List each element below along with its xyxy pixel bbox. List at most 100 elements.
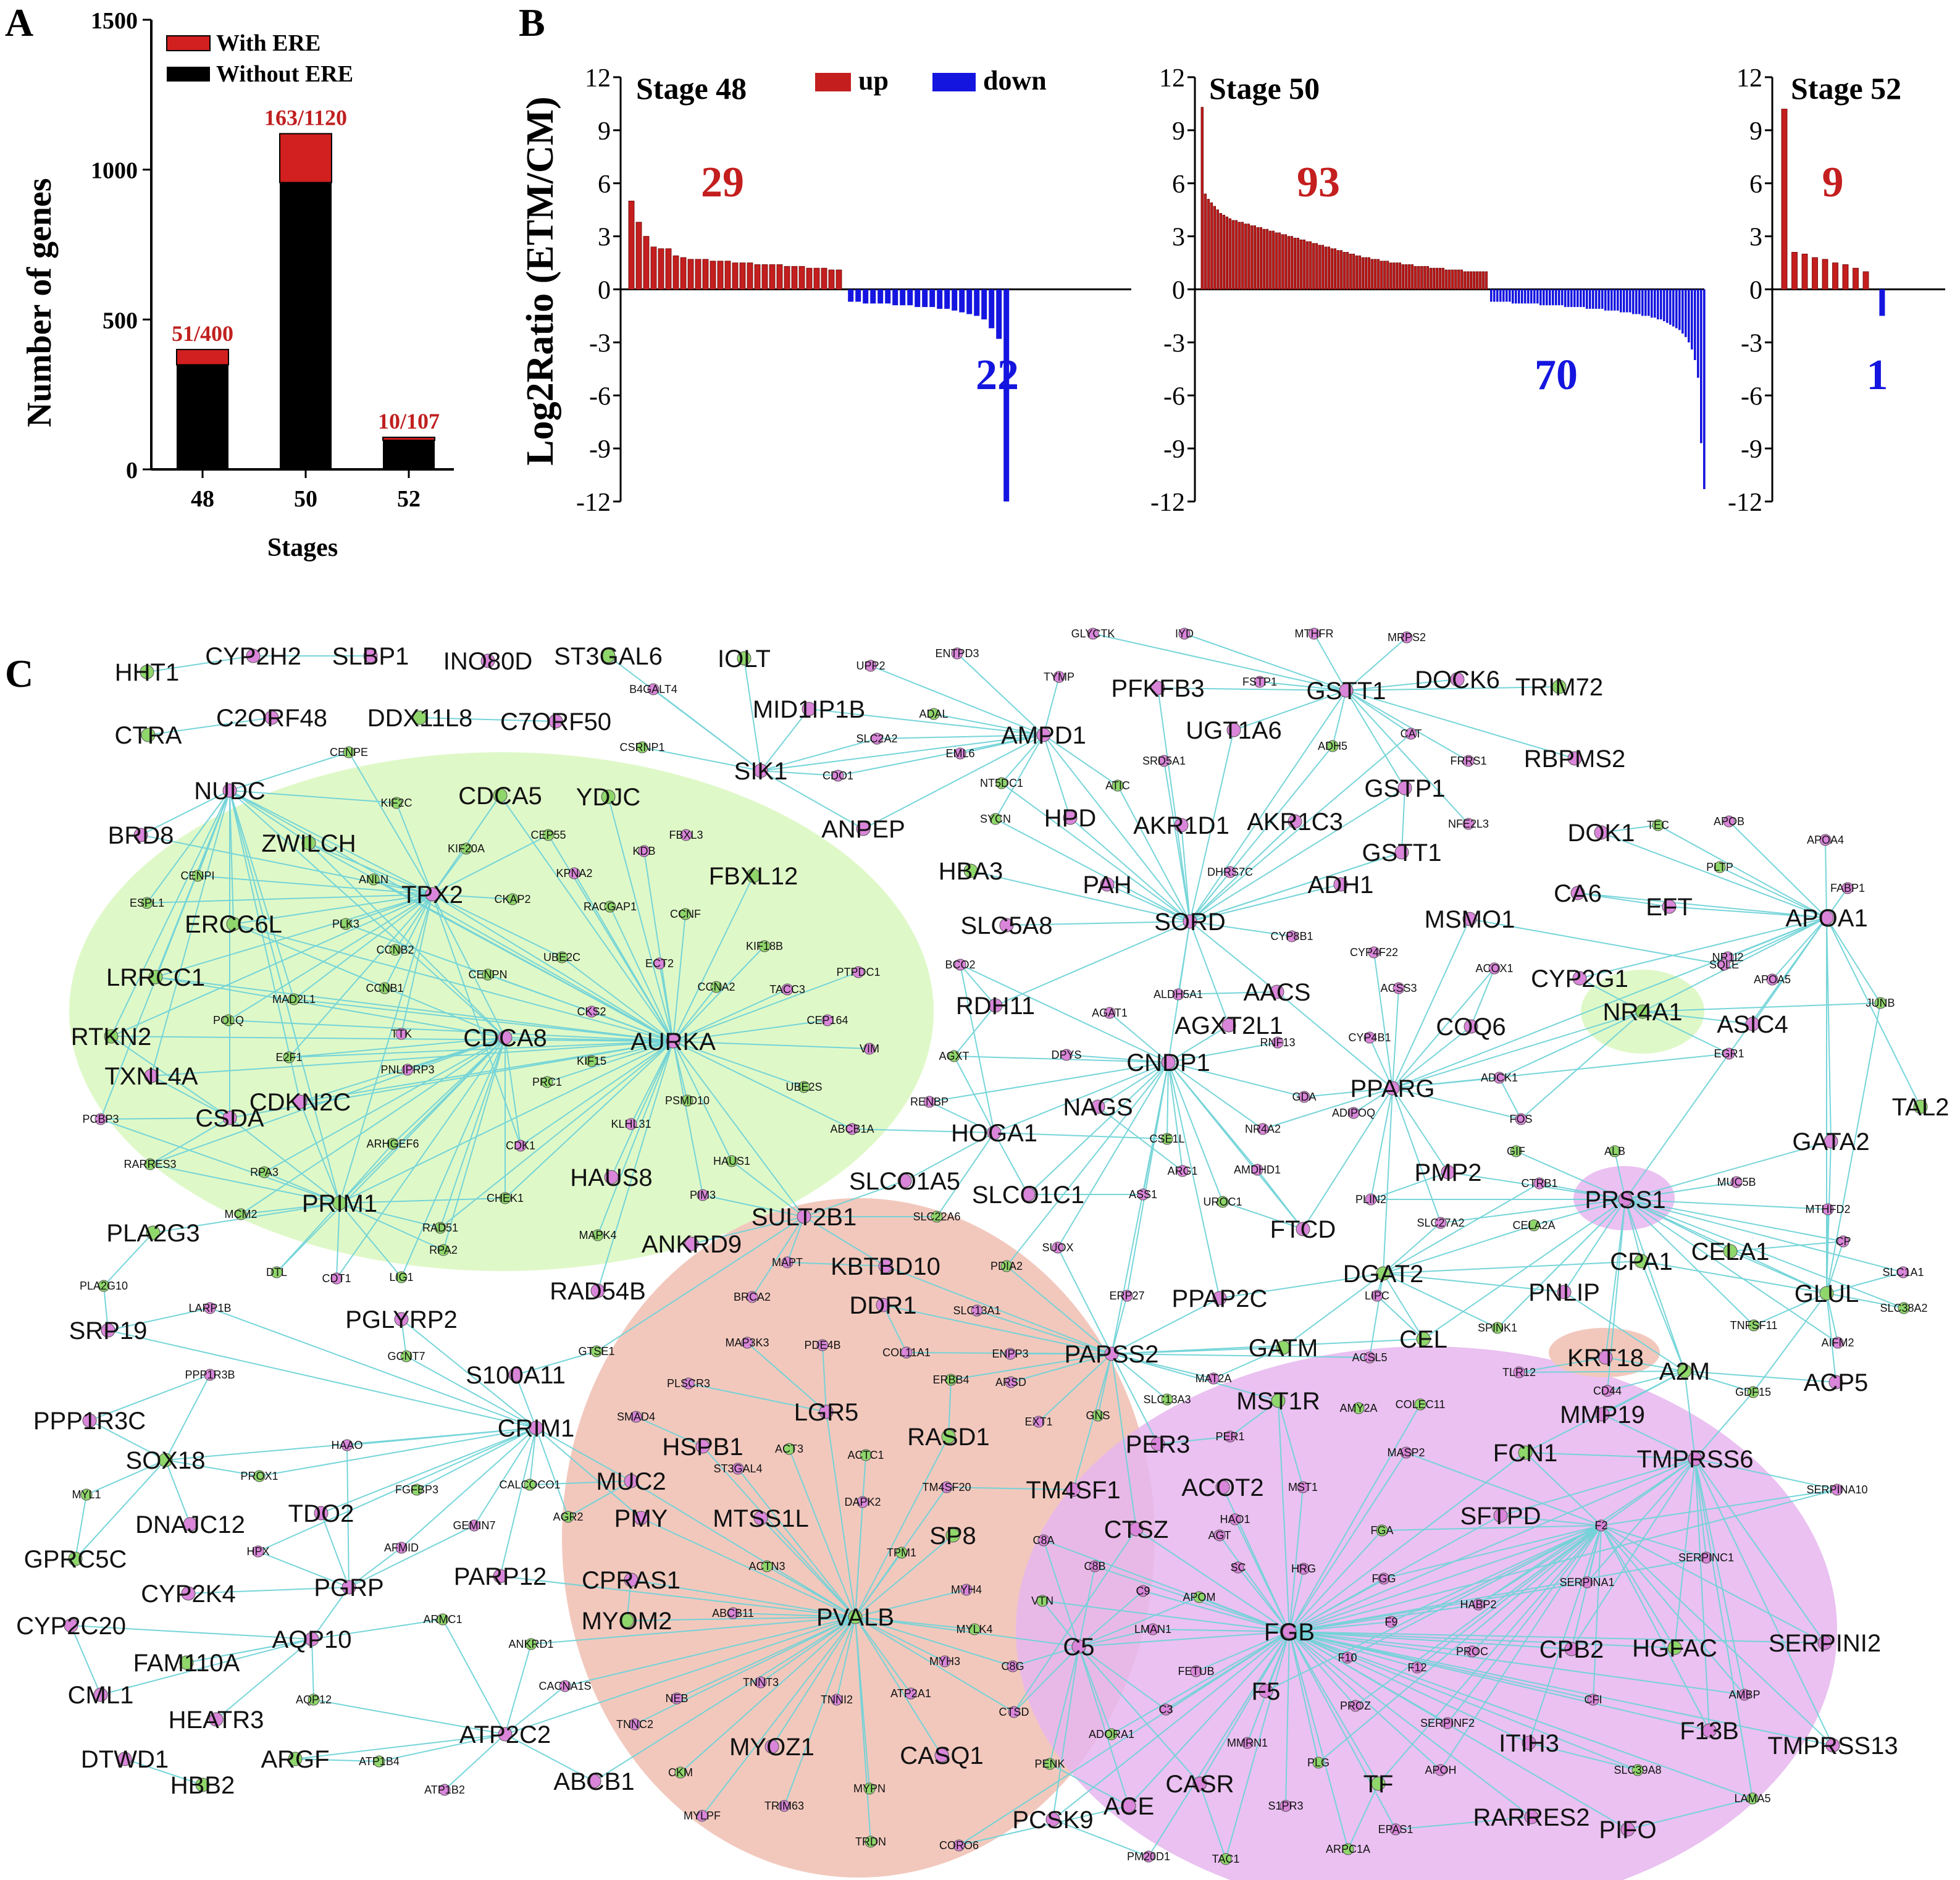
gene-label: ACSL5 <box>1352 1351 1387 1364</box>
network-edge <box>1373 952 1393 1089</box>
network-edge <box>1219 1273 1384 1299</box>
gene-label: TAL2 <box>1892 1094 1950 1121</box>
gene-node-dot <box>1677 1364 1692 1379</box>
gene-node-dot <box>726 1155 738 1167</box>
gene-node-dot <box>871 732 883 745</box>
gene-label: CCNB2 <box>376 944 414 956</box>
gene-label: CYP2H2 <box>205 643 301 670</box>
gene-node-dot <box>1021 1187 1036 1202</box>
gene-node: LAMA5 <box>1734 1792 1770 1805</box>
gene-node-dot <box>104 1029 119 1044</box>
gene-node: KIF18B <box>746 940 783 952</box>
network-edge <box>1376 1295 1424 1340</box>
gene-node-dot <box>1831 1483 1843 1496</box>
bar-down <box>1610 289 1613 311</box>
bar-down <box>1499 289 1502 302</box>
gene-node-dot <box>1342 1843 1354 1855</box>
bar-up <box>1441 267 1444 290</box>
gene-node: FSTP1 <box>1242 676 1277 688</box>
gene-node-dot <box>684 1236 699 1251</box>
gene-node-dot <box>1251 1164 1263 1176</box>
network-edge <box>1346 690 1575 759</box>
gene-node-dot <box>764 1739 779 1754</box>
gene-node-dot <box>301 836 316 850</box>
gene-node-dot <box>390 797 403 809</box>
network-edge <box>401 1037 506 1278</box>
gene-node-dot <box>1053 671 1065 683</box>
gene-node-dot <box>1063 810 1078 825</box>
gene-label: PARP12 <box>454 1563 547 1590</box>
gene-node: JUNB <box>1866 997 1895 1009</box>
gene-node: MYL1 <box>72 1488 101 1501</box>
network-edge <box>855 1454 866 1618</box>
network-edge <box>1826 1241 1844 1294</box>
gene-node: CTSD <box>999 1706 1029 1718</box>
network-edge <box>233 923 506 1038</box>
network-edge <box>1447 1525 1602 1724</box>
network-edge <box>1289 1631 1628 1830</box>
network-edge <box>1641 1261 1685 1372</box>
gene-label: ALB <box>1604 1145 1625 1157</box>
gene-label: GNS <box>1086 1409 1110 1422</box>
gene-label: LIPC <box>1365 1290 1389 1302</box>
gene-label: AGXT <box>939 1050 969 1062</box>
gene-node-dot <box>1493 1072 1506 1084</box>
gene-node: PRC1 <box>532 1076 562 1088</box>
gene-label: LRRCC1 <box>106 964 205 991</box>
gene-node: ERCC6L <box>185 911 282 938</box>
gene-node-dot <box>625 1118 637 1130</box>
gene-node-dot <box>1308 627 1320 640</box>
gene-node: TNFSF11 <box>1730 1319 1778 1332</box>
gene-node-dot <box>1215 1480 1230 1495</box>
network-edge <box>1825 839 1827 918</box>
gene-label: AGXT2L1 <box>1175 1012 1283 1039</box>
gene-label: MYH3 <box>929 1655 960 1668</box>
network-edge <box>1184 633 1347 691</box>
bar-up <box>1417 266 1420 290</box>
network-edge <box>1189 729 1234 922</box>
gene-node: ANPEP <box>821 816 905 843</box>
network-edge <box>86 1459 166 1495</box>
network-edge <box>1168 1062 1220 1299</box>
gene-node: HHT1 <box>115 659 179 686</box>
gene-node: SUOX <box>1042 1241 1073 1254</box>
network-edge <box>1289 1631 1379 1784</box>
gene-label: SOX18 <box>126 1447 206 1474</box>
gene-node-dot <box>1005 1376 1017 1388</box>
gene-node: MAD2L1 <box>272 993 316 1005</box>
gene-label: MYPN <box>853 1782 886 1795</box>
network-edge <box>229 790 309 844</box>
down-count: 1 <box>1867 351 1888 399</box>
gene-node-dot <box>1746 1792 1759 1805</box>
network-edge <box>89 1420 166 1461</box>
network-edge <box>1289 1631 1418 1668</box>
network-edge <box>1181 825 1191 922</box>
gene-node: GIF <box>1507 1145 1525 1157</box>
network-edge <box>1111 1062 1169 1354</box>
gene-label: CELA2A <box>1512 1219 1555 1232</box>
gene-label: TTK <box>391 1028 412 1040</box>
bar-down <box>892 289 898 306</box>
gene-node-dot <box>1160 1703 1172 1716</box>
panel-b-y-tick-label: -6 <box>1163 382 1185 411</box>
gene-node: PROC <box>1456 1645 1488 1658</box>
network-edge <box>416 1427 537 1490</box>
gene-node-dot <box>235 1208 247 1220</box>
gene-node-dot <box>934 1748 949 1763</box>
gene-node: F12 <box>1407 1661 1426 1674</box>
network-edge <box>1383 1273 1424 1340</box>
gene-node: DHRS7C <box>1207 866 1253 878</box>
network-edge <box>1347 1525 1602 1658</box>
bar-up <box>1305 241 1309 290</box>
network-edge <box>1730 1241 1844 1252</box>
gene-node-dot <box>1828 1375 1843 1390</box>
network-edge <box>1196 1631 1290 1672</box>
bar-up <box>828 269 835 290</box>
gene-label: CCNB1 <box>366 982 403 994</box>
gene-node: COL11A1 <box>882 1346 931 1359</box>
network-edge <box>1012 1646 1079 1667</box>
gene-label: SRP19 <box>69 1317 148 1345</box>
gene-node-dot <box>246 648 261 663</box>
network-edge <box>264 1172 340 1204</box>
gene-node-dot <box>1618 1192 1633 1207</box>
